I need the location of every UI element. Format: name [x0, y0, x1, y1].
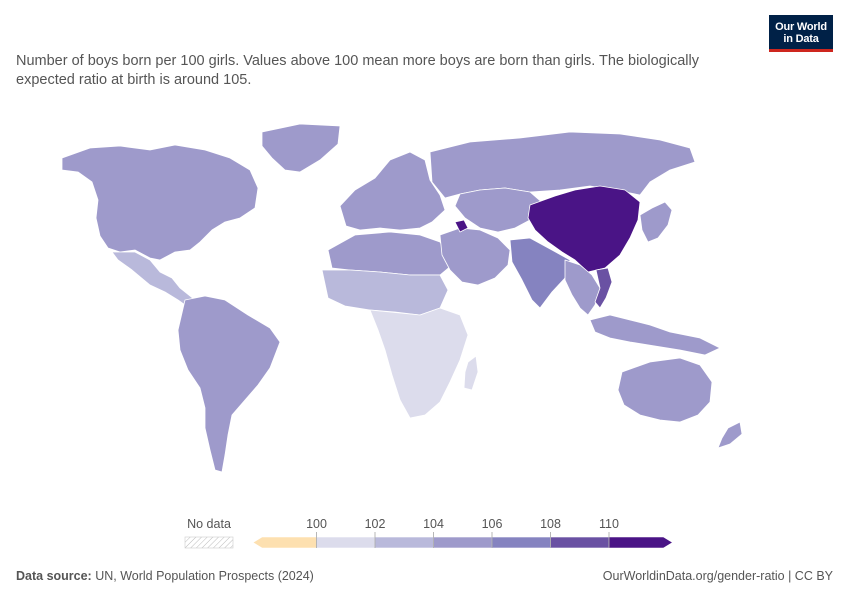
legend-bin-106-108[interactable] — [491, 536, 551, 549]
region-middle-east[interactable] — [439, 227, 511, 286]
chart-subtitle: Number of boys born per 100 girls. Value… — [16, 53, 699, 88]
region-japan-korea[interactable] — [639, 201, 673, 243]
no-data-label: No data — [187, 517, 231, 531]
world-map — [61, 123, 743, 473]
region-russia[interactable] — [429, 131, 696, 199]
region-greenland[interactable] — [261, 123, 341, 173]
legend-bin-100-102[interactable] — [316, 536, 376, 549]
region-vietnam[interactable] — [594, 267, 613, 309]
region-north-africa[interactable] — [327, 231, 453, 276]
data-source: Data source: UN, World Population Prospe… — [16, 569, 314, 583]
region-australia[interactable] — [617, 357, 713, 423]
legend-bin->110[interactable] — [608, 536, 674, 549]
legend-tick-label: 102 — [365, 517, 386, 531]
source-url[interactable]: OurWorldinData.org/gender-ratio | CC BY — [602, 569, 833, 583]
region-central-asia[interactable] — [454, 187, 546, 233]
region-central-south-africa[interactable] — [369, 307, 469, 419]
region-madagascar[interactable] — [463, 355, 479, 391]
region-southeast-asia[interactable] — [564, 259, 601, 316]
region-north-america[interactable] — [61, 144, 259, 261]
region-west-africa[interactable] — [321, 269, 449, 316]
no-data-swatch — [184, 536, 234, 549]
legend-bin-<100[interactable] — [252, 536, 317, 549]
legend-tick-label: 110 — [599, 517, 619, 531]
region-china[interactable] — [527, 185, 641, 273]
legend-bin-108-110[interactable] — [550, 536, 610, 549]
logo-line-2: in Data — [783, 33, 819, 45]
logo-line-1: Our World — [775, 21, 827, 33]
region-maritime-southeast-asia[interactable] — [589, 314, 721, 356]
region-new-zealand[interactable] — [717, 421, 743, 449]
data-source-label: Data source: — [16, 569, 92, 583]
data-source-text: UN, World Population Prospects (2024) — [91, 569, 314, 583]
legend-tick-label: 106 — [482, 517, 503, 531]
region-europe[interactable] — [339, 151, 446, 231]
region-south-america[interactable] — [177, 295, 281, 473]
legend-tick-label: 104 — [423, 517, 444, 531]
color-legend: No data 100 102 104 106 108 110 — [184, 517, 674, 549]
region-south-asia[interactable] — [509, 237, 571, 309]
region-azerbaijan[interactable] — [454, 219, 469, 233]
legend-tick-label: 100 — [306, 517, 327, 531]
legend-bin-104-106[interactable] — [433, 536, 493, 549]
legend-tick-label: 108 — [540, 517, 561, 531]
owid-logo[interactable]: Our World in Data — [769, 15, 833, 52]
legend-bin-102-104[interactable] — [374, 536, 434, 549]
